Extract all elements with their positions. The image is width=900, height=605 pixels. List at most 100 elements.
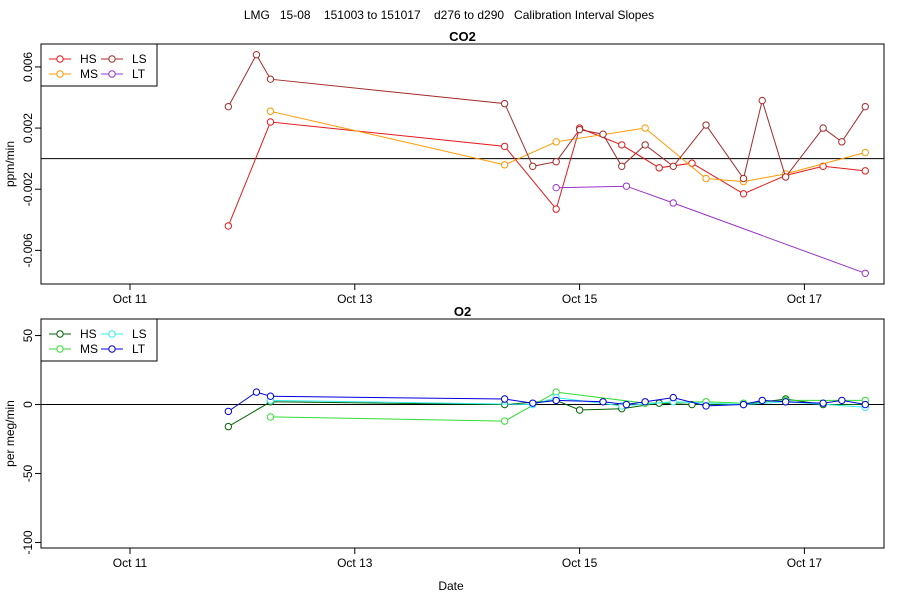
x-tick-label: Oct 11	[113, 292, 148, 306]
legend-entry-ls: LS	[101, 327, 147, 341]
legend-label: LT	[132, 67, 146, 81]
data-point	[861, 148, 869, 157]
x-tick-label: Oct 15	[562, 292, 598, 306]
data-point	[500, 395, 509, 403]
data-point	[669, 393, 677, 402]
y-tick-label: -100	[21, 530, 35, 554]
data-point	[266, 118, 275, 126]
y-tick-label: -0.002	[21, 172, 35, 206]
data-point	[622, 182, 631, 190]
data-point	[224, 422, 233, 431]
data-point	[529, 399, 537, 407]
legend-entry-lt: LT	[101, 67, 146, 81]
data-point	[781, 398, 790, 406]
series-lt	[552, 182, 869, 277]
legend-label: MS	[80, 342, 98, 356]
legend-marker	[56, 70, 64, 78]
panel-title: CO2	[449, 29, 476, 44]
data-point	[781, 173, 790, 181]
data-point	[861, 269, 869, 277]
x-tick-label: Oct 11	[113, 556, 148, 570]
plot-frame	[40, 318, 885, 549]
data-point	[500, 161, 509, 169]
y-tick-label: 0.002	[21, 113, 35, 143]
series-line	[227, 121, 866, 227]
x-tick-label: Oct 15	[562, 556, 598, 570]
data-point	[224, 102, 233, 111]
data-point	[266, 413, 275, 421]
data-point	[599, 398, 607, 406]
data-point	[529, 162, 537, 170]
data-point	[618, 141, 626, 149]
legend-marker	[56, 55, 64, 63]
x-tick-label: Oct 17	[787, 556, 823, 570]
legend-marker	[108, 345, 116, 353]
legend-marker	[56, 345, 64, 353]
data-point	[739, 190, 748, 198]
data-point	[224, 222, 233, 230]
data-point	[739, 174, 748, 183]
series-line	[270, 110, 866, 183]
figure-title: LMG 15-08 151003 to 151017 d276 to d290 …	[244, 8, 654, 22]
legend-entry-ms: MS	[49, 342, 98, 356]
data-point	[641, 124, 649, 132]
data-point	[702, 402, 710, 410]
data-point	[500, 417, 509, 425]
data-point	[552, 138, 560, 146]
data-point	[758, 96, 766, 105]
data-point	[575, 125, 584, 134]
data-point	[552, 158, 560, 166]
y-axis-label: per meg/min	[3, 400, 17, 467]
data-point	[861, 102, 869, 111]
data-point	[252, 51, 261, 59]
legend-label: LS	[132, 52, 147, 66]
data-point	[266, 392, 275, 400]
data-point	[838, 138, 846, 146]
data-point	[552, 205, 560, 213]
y-axis-label: ppm/min	[3, 141, 17, 187]
legend-entry-lt: LT	[101, 342, 146, 356]
legend-label: LS	[132, 327, 147, 341]
series-line	[556, 185, 866, 274]
data-point	[266, 75, 275, 83]
x-tick-label: Oct 13	[337, 292, 373, 306]
legend-label: MS	[80, 67, 98, 81]
legend-marker	[108, 70, 116, 78]
y-tick-label: 50	[21, 329, 35, 343]
data-point	[819, 124, 827, 132]
legend-entry-hs: HS	[49, 327, 97, 341]
data-point	[552, 396, 560, 405]
data-point	[669, 162, 677, 170]
y-tick-label: 0.006	[21, 52, 35, 82]
data-point	[669, 199, 677, 207]
data-point	[758, 396, 766, 405]
legend-marker	[56, 330, 64, 338]
data-point	[552, 183, 560, 192]
legend-marker	[108, 55, 116, 63]
data-point	[252, 388, 261, 396]
legend-label: HS	[80, 52, 97, 66]
x-axis-label: Date	[438, 579, 464, 593]
series-line	[227, 53, 866, 180]
data-point	[224, 407, 233, 416]
legend-label: HS	[80, 327, 97, 341]
x-tick-label: Oct 13	[337, 556, 373, 570]
legend-box	[40, 43, 158, 87]
data-point	[622, 400, 631, 409]
data-point	[599, 130, 607, 138]
legend-marker	[108, 330, 116, 338]
plot-frame	[40, 43, 885, 285]
x-tick-label: Oct 17	[787, 292, 823, 306]
legend-entry-ms: MS	[49, 67, 98, 81]
panel-title: O2	[454, 304, 471, 319]
y-tick-label: 0	[21, 401, 35, 408]
data-point	[702, 121, 710, 129]
legend-entry-hs: HS	[49, 52, 97, 66]
legend-box	[40, 318, 158, 362]
legend-label: LT	[132, 342, 146, 356]
y-tick-label: -50	[21, 465, 35, 483]
data-point	[641, 398, 649, 406]
